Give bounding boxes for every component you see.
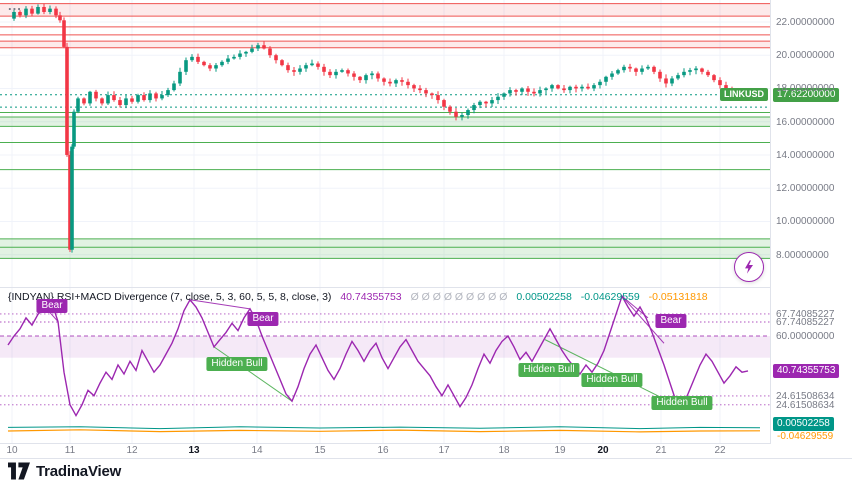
- time-axis-label[interactable]: 15: [314, 445, 326, 456]
- lightning-icon: [745, 260, 753, 274]
- divergence-label-bear[interactable]: Bear: [36, 299, 68, 313]
- tradingview-logo[interactable]: TradinaView: [8, 462, 121, 480]
- time-axis-label[interactable]: 13: [188, 445, 200, 456]
- time-axis-label[interactable]: 14: [251, 445, 263, 456]
- time-axis-label[interactable]: 10: [6, 445, 18, 456]
- indicator-legend[interactable]: {INDYAN} RSI+MACD Divergence (7, close, …: [8, 291, 714, 303]
- indicator-axis-label: 24.61508634: [776, 390, 835, 402]
- rsi-value-badge: 40.74355753: [773, 363, 840, 378]
- symbol-price-tag: LINKUSD: [720, 87, 768, 101]
- price-axis-label: 18.00000000: [776, 83, 835, 95]
- indicator-axis-label: 24.61508634: [776, 399, 835, 411]
- divergence-label-bear[interactable]: Bear: [247, 312, 279, 326]
- indicator-hist-value: -0.05131818: [648, 291, 708, 303]
- signal-value-label: -0.04629559: [777, 431, 834, 442]
- price-axis-label: 22.00000000: [776, 16, 835, 28]
- time-axis-label[interactable]: 19: [554, 445, 566, 456]
- indicator-axis[interactable]: 40.74355753 0.00502258 -0.04629559 67.74…: [771, 288, 852, 443]
- price-axis-label: 14.00000000: [776, 149, 835, 161]
- time-axis-label[interactable]: 12: [126, 445, 138, 456]
- indicator-axis-label: 67.74085227: [776, 316, 835, 328]
- time-axis[interactable]: 10 11 12 13 14 15 16 17 18 19 20 21 22: [0, 444, 852, 459]
- divergence-label-hidden-bull[interactable]: Hidden Bull: [518, 363, 580, 377]
- price-axis-label: 10.00000000: [776, 216, 835, 228]
- price-chart-panel[interactable]: ... LINKUSD: [0, 0, 770, 288]
- price-axis-label: 12.00000000: [776, 183, 835, 195]
- price-axis[interactable]: 17.62200000 22.00000000 20.00000000 18.000…: [771, 0, 852, 287]
- indicator-macd-value: 0.00502258: [516, 291, 572, 303]
- legend-more-button[interactable]: ...: [8, 0, 22, 13]
- tradingview-logo-icon: [8, 462, 30, 480]
- time-axis-label[interactable]: 18: [498, 445, 510, 456]
- divergence-label-hidden-bull[interactable]: Hidden Bull: [206, 357, 268, 371]
- macd-value-badge: 0.00502258: [773, 417, 834, 431]
- rsi-macd-chart[interactable]: [0, 288, 770, 443]
- time-axis-label[interactable]: 16: [377, 445, 389, 456]
- indicator-axis-label: 60.00000000: [776, 331, 835, 342]
- axis-divider: [770, 0, 771, 458]
- divergence-label-hidden-bull[interactable]: Hidden Bull: [581, 373, 643, 387]
- indicator-rsi-value: 40.74355753: [340, 291, 402, 303]
- tradingview-logo-text: TradinaView: [36, 462, 122, 480]
- price-axis-label: 8.00000000: [776, 249, 829, 261]
- time-axis-label[interactable]: 21: [655, 445, 667, 456]
- last-price-badge: 17.62200000: [773, 87, 840, 102]
- candlestick-chart[interactable]: [0, 0, 770, 287]
- indicator-title: {INDYAN} RSI+MACD Divergence (7, close, …: [8, 291, 332, 303]
- time-axis-label[interactable]: 22: [714, 445, 726, 456]
- divergence-label-hidden-bull[interactable]: Hidden Bull: [651, 396, 713, 410]
- price-axis-label: 16.00000000: [776, 116, 835, 128]
- footer: TradinaView: [0, 459, 852, 485]
- time-axis-label[interactable]: 17: [438, 445, 450, 456]
- indicator-empty-values: Ø Ø Ø Ø Ø Ø Ø Ø Ø: [410, 291, 508, 303]
- lightning-boost-button[interactable]: [734, 252, 764, 282]
- price-axis-label: 20.00000000: [776, 50, 835, 62]
- indicator-axis-label: 67.74085227: [776, 308, 835, 320]
- indicator-panel[interactable]: {INDYAN} RSI+MACD Divergence (7, close, …: [0, 288, 770, 444]
- indicator-signal-value: -0.04629559: [580, 291, 640, 303]
- time-axis-label[interactable]: 11: [64, 445, 76, 456]
- divergence-label-bear[interactable]: Bear: [655, 314, 687, 328]
- time-axis-label[interactable]: 20: [597, 445, 609, 456]
